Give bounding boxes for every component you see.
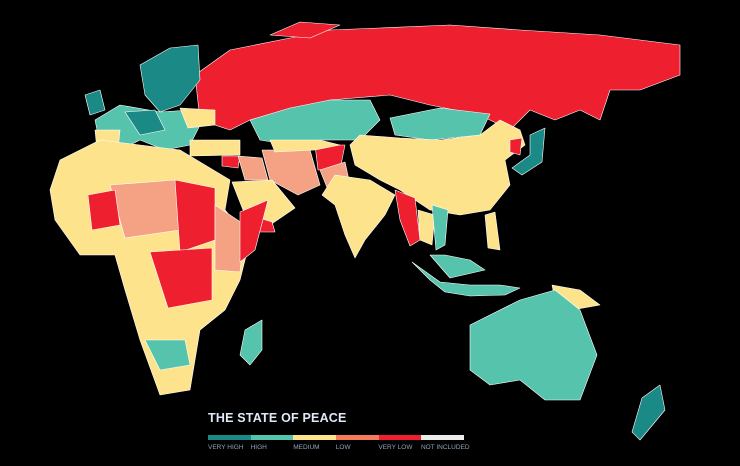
legend-label: LOW	[335, 444, 351, 451]
region-mali	[87, 189, 121, 231]
region-japan	[511, 127, 546, 176]
region-turkey	[189, 139, 241, 157]
region-north-korea	[509, 137, 523, 156]
legend-label: NOT INCLUDED	[420, 444, 470, 451]
region-malaysia	[429, 254, 486, 279]
legend-title: THE STATE OF PEACE	[208, 411, 347, 425]
legend-swatch	[250, 435, 294, 440]
region-arctic-islands	[269, 21, 341, 39]
legend-label: MEDIUM	[293, 444, 320, 451]
region-china	[349, 119, 526, 216]
region-philippines	[484, 211, 501, 251]
region-sudan	[174, 179, 216, 253]
region-central-europe	[124, 109, 166, 136]
region-australia	[469, 289, 598, 401]
legend-swatch	[293, 435, 337, 440]
legend-labels: VERY HIGH HIGH MEDIUM LOW VERY LOW NOT INCLUD…	[208, 444, 478, 451]
region-india	[321, 174, 396, 259]
legend-label: HIGH	[250, 444, 267, 451]
legend-swatch	[421, 435, 465, 440]
legend-swatch	[336, 435, 379, 440]
region-ukraine	[179, 107, 216, 129]
region-thailand	[417, 209, 436, 246]
region-indonesia	[411, 261, 521, 297]
region-east-africa	[214, 204, 246, 273]
legend-label: VERY HIGH	[208, 444, 244, 451]
legend-swatch	[378, 435, 422, 440]
region-madagascar	[239, 319, 263, 366]
region-somalia	[239, 199, 269, 263]
region-myanmar	[394, 189, 421, 247]
region-vietnam-laos	[431, 204, 449, 251]
legend-color-bar	[208, 435, 465, 440]
region-iraq	[237, 155, 269, 181]
map-legend: THE STATE OF PEACE VERY HIGH HIGH MEDIUM LO…	[208, 411, 478, 451]
legend-label: VERY LOW	[378, 444, 413, 451]
region-syria	[221, 155, 241, 169]
region-southern-africa	[144, 339, 191, 371]
region-new-zealand	[631, 384, 666, 441]
region-uk	[84, 89, 106, 116]
region-scandinavia	[139, 44, 201, 113]
legend-swatch	[208, 435, 251, 440]
region-central-asia	[269, 139, 341, 153]
region-central-africa	[149, 247, 213, 309]
region-mongolia	[389, 107, 491, 141]
